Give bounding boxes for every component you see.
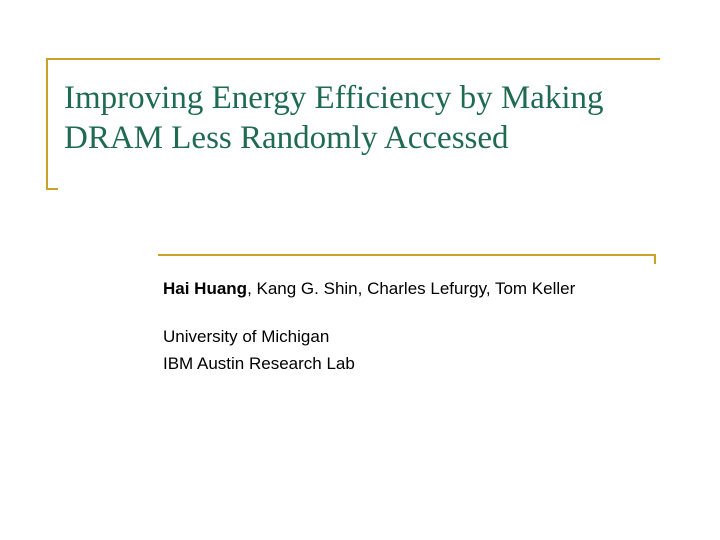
authors-block: Hai Huang, Kang G. Shin, Charles Lefurgy…: [163, 276, 663, 377]
spacer: [163, 302, 663, 324]
affiliation-2: IBM Austin Research Lab: [163, 351, 663, 377]
lead-author: Hai Huang: [163, 279, 247, 298]
subtitle-divider-notch: [654, 254, 656, 264]
other-authors: , Kang G. Shin, Charles Lefurgy, Tom Kel…: [247, 279, 575, 298]
authors-line: Hai Huang, Kang G. Shin, Charles Lefurgy…: [163, 276, 663, 302]
slide-title: Improving Energy Efficiency by Making DR…: [64, 78, 664, 159]
title-frame-notch: [46, 188, 58, 190]
affiliation-1: University of Michigan: [163, 324, 663, 350]
subtitle-divider: [158, 254, 656, 256]
